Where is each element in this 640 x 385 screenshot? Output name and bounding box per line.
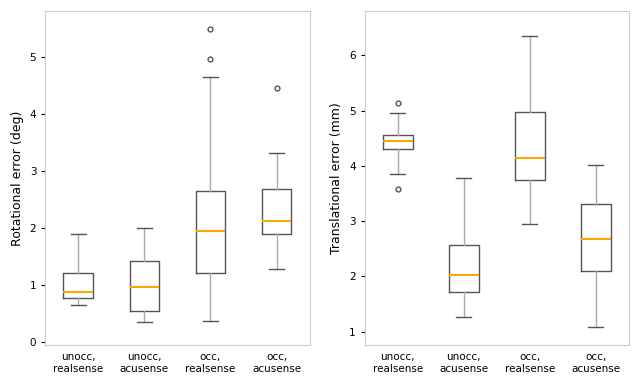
Y-axis label: Translational error (mm): Translational error (mm) [330, 102, 344, 254]
Y-axis label: Rotational error (deg): Rotational error (deg) [11, 110, 24, 246]
